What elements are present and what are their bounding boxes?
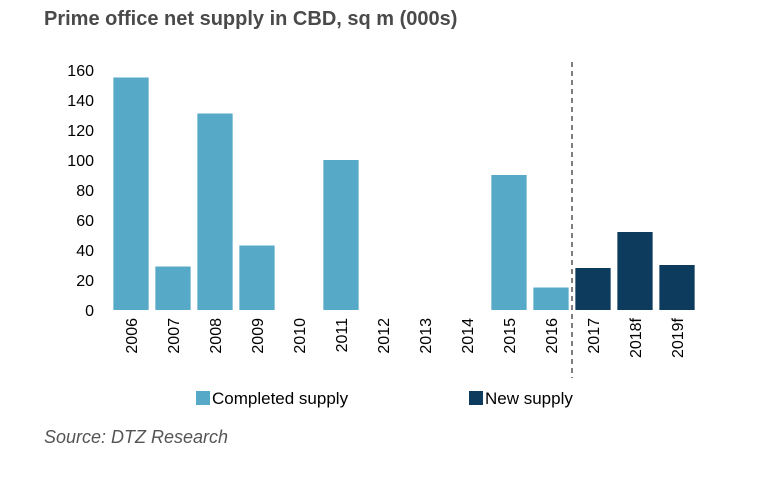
bar-chart: 0 20 40 60 80 100 120 140 160 2006 2007 2008 2009 20… bbox=[67, 62, 695, 408]
bar-2019f bbox=[659, 265, 695, 310]
x-tick-label: 2010 bbox=[292, 318, 309, 354]
y-tick-label: 160 bbox=[67, 63, 94, 80]
x-tick-label: 2019f bbox=[670, 317, 687, 358]
source-note: Source: DTZ Research bbox=[44, 427, 229, 447]
x-tick-label: 2009 bbox=[250, 318, 267, 354]
x-tick-label: 2016 bbox=[544, 318, 561, 354]
legend-new-supply-swatch bbox=[469, 391, 483, 405]
chart-title: Prime office net supply in CBD, sq m (00… bbox=[44, 8, 458, 30]
x-tick-label: 2015 bbox=[502, 318, 519, 354]
x-tick-label: 2017 bbox=[586, 318, 603, 354]
y-tick-label: 60 bbox=[76, 213, 94, 230]
y-tick-label: 20 bbox=[76, 273, 94, 290]
x-tick-label: 2018f bbox=[628, 317, 645, 358]
x-tick-label: 2006 bbox=[124, 318, 141, 354]
bar-2017 bbox=[575, 268, 611, 310]
bar-2009 bbox=[239, 245, 275, 310]
x-tick-label: 2013 bbox=[418, 318, 435, 354]
legend-completed-supply-label: Completed supply bbox=[212, 389, 349, 408]
y-tick-label: 120 bbox=[67, 123, 94, 140]
bar-2008 bbox=[197, 113, 233, 310]
legend-completed-supply-swatch bbox=[196, 391, 210, 405]
bar-2016 bbox=[533, 287, 569, 310]
x-tick-label: 2008 bbox=[208, 318, 225, 354]
bar-2007 bbox=[155, 266, 191, 310]
x-tick-label: 2007 bbox=[166, 318, 183, 354]
bar-2006 bbox=[113, 77, 149, 310]
y-tick-label: 40 bbox=[76, 243, 94, 260]
y-tick-label: 80 bbox=[76, 183, 94, 200]
bar-2018f bbox=[617, 232, 653, 310]
x-tick-label: 2011 bbox=[334, 318, 351, 353]
x-tick-label: 2014 bbox=[460, 318, 477, 354]
y-tick-label: 100 bbox=[67, 153, 94, 170]
bar-2015 bbox=[491, 175, 527, 310]
x-tick-label: 2012 bbox=[376, 318, 393, 354]
y-tick-label: 140 bbox=[67, 93, 94, 110]
legend-new-supply-label: New supply bbox=[485, 389, 573, 408]
y-tick-label: 0 bbox=[85, 303, 94, 320]
bar-2011 bbox=[323, 160, 359, 310]
